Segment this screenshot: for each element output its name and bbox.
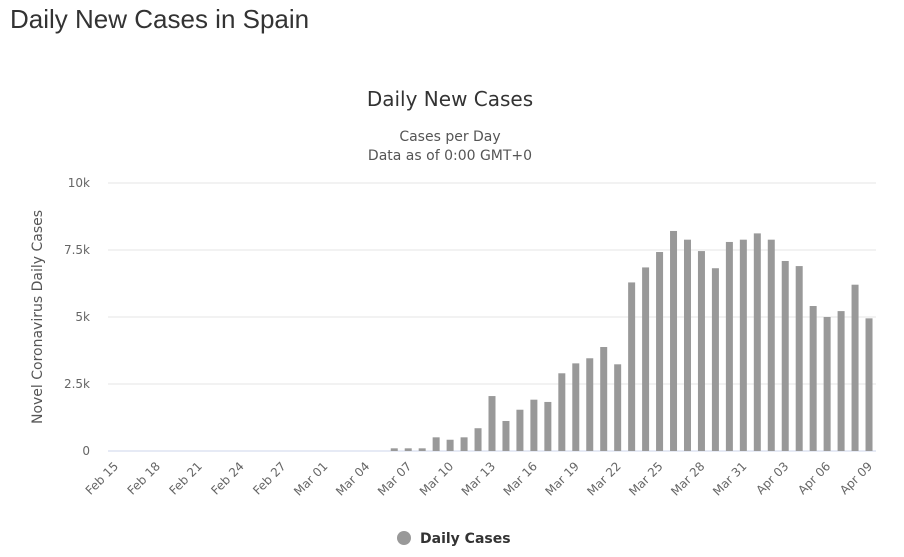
x-tick-label: Mar 01 <box>291 459 330 498</box>
bar-mar-26[interactable] <box>670 230 678 451</box>
legend-marker <box>397 531 411 545</box>
x-tick-label: Feb 21 <box>166 459 204 497</box>
chart-subtitle-2: Data as of 0:00 GMT+0 <box>368 148 532 164</box>
y-tick-label: 2.5k <box>64 377 90 391</box>
x-tick-label: Apr 03 <box>753 459 791 497</box>
bar-mar-20[interactable] <box>586 358 594 451</box>
x-tick-label: Feb 15 <box>83 459 121 497</box>
bar-apr-05[interactable] <box>809 306 817 451</box>
x-tick-label: Feb 27 <box>250 459 288 497</box>
bar-mar-30[interactable] <box>725 241 733 451</box>
bar-apr-03[interactable] <box>781 260 789 451</box>
chart-subtitle-1: Cases per Day <box>399 129 500 145</box>
bar-apr-04[interactable] <box>795 266 803 451</box>
bar-mar-10[interactable] <box>446 439 454 451</box>
x-tick-label: Mar 25 <box>626 459 665 498</box>
x-tick-label: Mar 16 <box>501 459 540 498</box>
y-tick-label: 0 <box>82 444 90 458</box>
bar-apr-07[interactable] <box>837 311 845 451</box>
legend-label: Daily Cases <box>420 531 511 547</box>
y-tick-label: 5k <box>75 310 90 324</box>
bar-mar-24[interactable] <box>642 267 650 451</box>
bar-mar-28[interactable] <box>697 251 705 451</box>
chart-title: Daily New Cases <box>367 87 533 111</box>
x-tick-label: Mar 04 <box>333 459 372 498</box>
x-tick-label: Feb 18 <box>125 459 163 497</box>
x-tick-label: Mar 13 <box>459 459 498 498</box>
y-tick-label: 7.5k <box>64 243 90 257</box>
legend[interactable]: Daily Cases <box>397 531 511 547</box>
bar-mar-08[interactable] <box>418 448 426 451</box>
bar-mar-29[interactable] <box>711 268 719 451</box>
bar-mar-21[interactable] <box>600 347 608 451</box>
bar-mar-07[interactable] <box>404 448 412 451</box>
bar-mar-25[interactable] <box>656 252 664 451</box>
x-tick-label: Mar 28 <box>668 459 707 498</box>
x-tick-label: Mar 10 <box>417 459 456 498</box>
x-tick-label: Mar 31 <box>710 459 749 498</box>
x-tick-label: Feb 24 <box>208 459 246 497</box>
bar-mar-06[interactable] <box>390 448 398 451</box>
x-tick-label: Mar 19 <box>542 459 581 498</box>
bar-mar-23[interactable] <box>628 282 636 451</box>
bar-mar-09[interactable] <box>432 437 440 451</box>
bar-mar-16[interactable] <box>530 399 538 451</box>
page-title: Daily New Cases in Spain <box>10 4 310 34</box>
x-tick-label: Mar 22 <box>584 459 623 498</box>
x-tick-label: Mar 07 <box>375 459 414 498</box>
bar-mar-18[interactable] <box>558 373 566 451</box>
bar-mar-31[interactable] <box>739 239 747 451</box>
bar-mar-11[interactable] <box>460 437 468 451</box>
bar-mar-12[interactable] <box>474 428 482 451</box>
bar-mar-13[interactable] <box>488 396 496 451</box>
bar-mar-15[interactable] <box>516 409 524 451</box>
bar-mar-17[interactable] <box>544 401 552 451</box>
bar-apr-08[interactable] <box>851 284 859 451</box>
x-tick-label: Apr 09 <box>837 459 875 497</box>
bar-apr-02[interactable] <box>767 239 775 451</box>
y-tick-label: 10k <box>68 176 90 190</box>
bar-apr-06[interactable] <box>823 317 831 451</box>
y-axis-label: Novel Coronavirus Daily Cases <box>30 210 46 424</box>
bar-mar-22[interactable] <box>614 364 622 451</box>
bar-mar-27[interactable] <box>683 239 691 451</box>
bar-mar-14[interactable] <box>502 420 510 451</box>
x-tick-label: Apr 06 <box>795 459 833 497</box>
bar-mar-19[interactable] <box>572 363 580 451</box>
bar-apr-01[interactable] <box>753 233 761 451</box>
bar-apr-09[interactable] <box>865 318 873 451</box>
